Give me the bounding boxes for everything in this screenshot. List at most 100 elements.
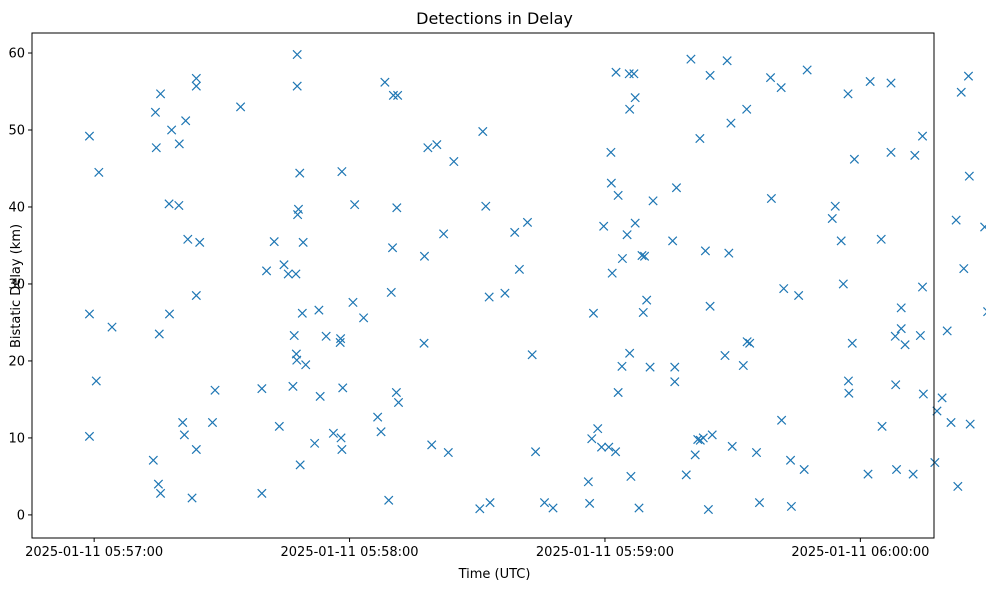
data-point [648,196,658,206]
data-point [668,236,678,246]
data-point [624,69,634,79]
plot-frame [31,32,935,539]
data-point [443,447,453,458]
data-point [337,166,347,177]
y-axis-label: Bistatic Delay (km) [9,224,24,348]
data-point [942,326,952,336]
data-point [292,355,302,365]
data-point [617,361,627,371]
data-point [210,385,220,395]
data-point [181,116,191,126]
data-point [827,213,837,224]
data-point [630,218,640,228]
data-point [94,167,104,177]
data-point [670,362,680,372]
data-point [670,377,680,387]
data-point [154,329,164,339]
data-point [386,287,396,298]
data-point [915,330,926,341]
scatter-markers [84,49,986,515]
data-point [235,102,246,112]
data-point [191,290,201,301]
data-point [722,56,732,66]
data-point [877,421,887,432]
y-tick-label: 50 [8,123,25,138]
data-point [707,430,717,440]
x-tick-label: 2025-01-11 05:58:00 [281,545,419,560]
data-point [191,444,201,455]
data-point [269,236,279,247]
data-point [964,171,974,181]
data-point [514,264,525,274]
data-point [419,251,430,261]
data-point [634,503,644,513]
data-point [726,118,736,128]
data-point [604,442,614,452]
data-point [539,497,550,508]
data-point [84,131,95,141]
chart-title: Detections in Delay [416,9,573,28]
data-point [261,266,272,276]
data-point [720,350,730,361]
data-point [908,469,918,479]
data-point [745,338,755,348]
data-point [150,107,161,117]
data-point [843,89,853,99]
data-point [849,154,860,164]
data-point [751,447,762,458]
y-axis-ticks: 0 10 20 30 40 50 60 [8,47,32,523]
data-point [321,331,331,341]
data-point [583,477,593,487]
data-point [500,288,510,298]
data-point [645,362,655,372]
data-point [291,269,301,279]
data-point [348,297,358,308]
data-point [617,253,628,264]
data-point [419,338,429,348]
data-point [626,471,636,482]
data-point [843,376,854,386]
data-point [611,67,621,77]
data-point [510,227,520,238]
x-axis-label: Time (UTC) [458,567,531,582]
data-point [693,434,703,445]
data-point [297,308,307,318]
data-point [84,431,95,442]
data-point [599,221,609,231]
data-point [642,295,652,305]
data-point [637,250,647,261]
data-point [91,376,101,386]
data-point [293,204,304,214]
data-point [481,201,491,211]
data-point [671,183,682,193]
data-point [610,447,621,457]
data-point [705,301,715,311]
x-tick-label: 2025-01-11 06:00:00 [791,545,929,560]
data-point [727,441,737,452]
data-point [937,393,947,403]
data-point [301,360,311,370]
data-point [863,469,873,479]
data-point [776,83,786,93]
data-point [953,481,963,492]
data-point [148,455,158,465]
data-point [724,248,734,258]
data-point [187,493,197,503]
y-tick-label: 10 [8,431,25,446]
data-point [207,417,218,428]
x-axis-ticks: 2025-01-11 05:57:00 2025-01-11 05:58:00 20… [25,538,929,560]
data-point [155,488,166,498]
data-point [527,350,537,360]
data-point [754,497,765,508]
data-point [350,200,360,210]
data-point [548,503,558,513]
y-tick-label: 30 [8,277,25,292]
data-point [314,305,324,315]
data-point [338,383,348,393]
data-point [283,269,293,279]
data-point [295,168,305,178]
data-point [785,455,796,465]
data-point [585,498,595,508]
data-point [766,193,777,204]
